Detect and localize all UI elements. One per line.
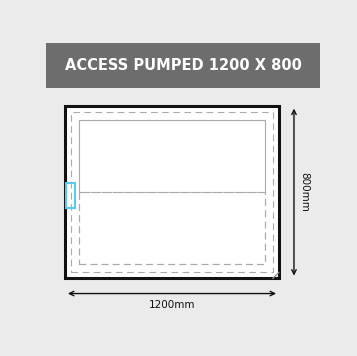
Text: 1200mm: 1200mm: [149, 300, 195, 310]
Bar: [46, 43, 320, 88]
Bar: [79, 192, 265, 264]
Text: ACCESS PUMPED 1200 X 800: ACCESS PUMPED 1200 X 800: [65, 58, 301, 73]
Bar: [65, 106, 279, 278]
Bar: [79, 120, 265, 264]
Bar: [71, 112, 273, 272]
Bar: [79, 120, 265, 192]
Bar: [66, 183, 75, 208]
Text: 800mm: 800mm: [299, 172, 309, 212]
